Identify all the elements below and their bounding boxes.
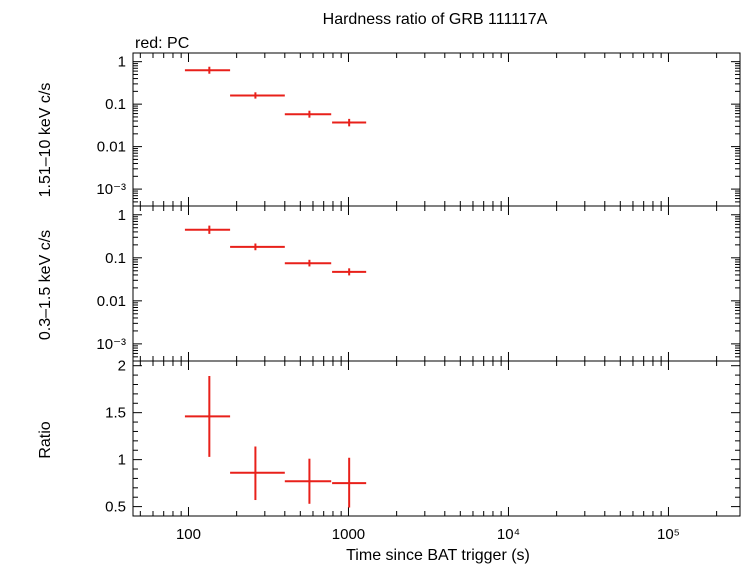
x-tick-label: 10⁵ xyxy=(657,526,680,543)
y-tick-label: 10⁻³ xyxy=(96,336,126,353)
y-tick-label: 0.1 xyxy=(105,250,126,267)
data-point xyxy=(184,66,231,74)
data-point xyxy=(332,118,367,127)
data-point xyxy=(284,110,332,118)
data-point xyxy=(284,259,332,267)
panel-soft: 1 0.1 0.01 10⁻³ xyxy=(96,205,741,362)
y-axis-label-hard: 1.51–10 keV c/s xyxy=(37,83,54,198)
legend-label: red: PC xyxy=(135,35,189,52)
panel-ratio-frame xyxy=(132,360,741,517)
y-tick-label: 10⁻³ xyxy=(96,181,126,198)
data-point xyxy=(230,92,285,99)
y-tick-label: 0.1 xyxy=(105,96,126,113)
y-tick-label: 0.01 xyxy=(97,293,126,310)
y-tick-label: 0.01 xyxy=(97,139,126,156)
data-point xyxy=(230,243,285,251)
data-point xyxy=(332,457,367,508)
y-axis-label-soft: 0.3–1.5 keV c/s xyxy=(37,230,54,340)
y-tick-label: 1 xyxy=(118,452,126,469)
panel-ratio: 2 1.5 1 0.5 100 1000 10⁴ 10⁵ xyxy=(105,358,741,543)
x-tick-label: 10⁴ xyxy=(497,526,520,543)
data-point xyxy=(284,458,332,504)
data-point xyxy=(230,446,285,501)
y-tick-label: 0.5 xyxy=(105,499,126,516)
y-tick-label: 1 xyxy=(118,207,126,224)
chart-title: Hardness ratio of GRB 111117A xyxy=(323,11,548,28)
panel-hard-frame xyxy=(132,52,741,207)
x-axis-label: Time since BAT trigger (s) xyxy=(346,547,530,564)
x-tick-label: 1000 xyxy=(332,526,365,543)
y-tick-label: 2 xyxy=(118,358,126,375)
data-point xyxy=(332,268,367,276)
panel-hard: 1 0.1 0.01 10⁻³ xyxy=(96,52,741,207)
x-tick-label: 100 xyxy=(176,526,201,543)
data-point xyxy=(184,376,231,457)
data-point xyxy=(184,225,231,234)
y-axis-label-ratio: Ratio xyxy=(37,421,54,458)
y-tick-label: 1 xyxy=(118,54,126,71)
y-tick-label: 1.5 xyxy=(105,405,126,422)
